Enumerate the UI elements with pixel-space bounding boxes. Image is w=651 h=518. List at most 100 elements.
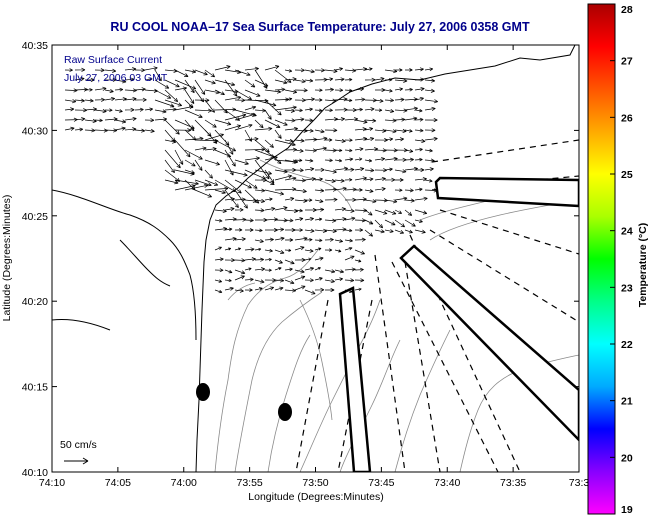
current-vector [84,88,93,92]
current-vector [304,257,312,261]
current-vector [344,138,353,142]
current-vector [334,158,343,163]
current-vector [334,227,347,232]
current-vector [334,269,345,274]
current-vector [94,109,107,114]
current-vector [134,68,146,73]
current-vector [414,108,423,113]
current-vector [274,278,285,283]
current-vector [274,174,293,181]
current-vector [244,147,266,152]
y-tick-label: 40:20 [22,296,48,308]
current-vector [224,269,233,274]
current-vector [364,118,377,123]
current-vector [294,189,307,194]
current-vector [414,87,425,92]
current-vector [64,107,75,112]
current-vector [284,126,298,131]
current-vector [394,188,403,192]
current-vector [124,127,137,132]
current-vector [284,159,297,164]
current-vector [184,69,197,74]
current-vector [374,209,388,215]
x-axis-label: Longitude (Degrees:Minutes) [248,491,383,503]
isobath-line [459,354,579,472]
y-tick-label: 40:30 [22,125,48,137]
isobath-line [234,291,323,472]
current-vector [114,87,124,92]
current-vector [254,239,264,244]
current-vector [214,268,224,273]
current-vector [334,217,347,222]
current-vector [214,289,223,294]
current-vector [244,277,254,282]
current-vector [414,157,423,162]
current-vector [204,146,217,152]
current-vector [294,285,306,291]
current-vector [154,99,175,108]
current-vector [314,108,323,113]
current-vector [264,109,272,120]
current-vector [324,158,333,163]
current-vector [314,287,325,292]
current-vector [324,87,334,92]
current-vector [384,78,393,82]
current-vector [344,289,353,293]
current-vector [404,229,413,234]
current-vector [394,87,403,91]
current-vector [324,197,338,202]
current-vector [304,198,313,202]
current-vector [274,267,282,271]
current-vector [304,177,316,182]
current-vector [334,207,346,212]
current-vector [234,288,244,293]
current-vector [404,87,413,92]
current-vector [384,177,396,182]
current-vector [304,248,314,253]
current-vector [304,118,313,123]
colorbar-tick-label: 19 [621,504,633,516]
x-tick-label: 74:10 [39,477,65,489]
current-vector [244,66,259,71]
marker-dot-east [278,403,292,421]
current-vector [274,249,285,254]
shipping-lane-line [431,139,579,163]
colorbar-tick-label: 20 [621,452,633,464]
bathymetry-contours [214,159,579,472]
current-vector [294,138,305,143]
current-vector [384,156,398,161]
current-vector [254,228,263,233]
current-vector [174,69,189,77]
current-vector [324,138,333,142]
current-vector [224,149,236,167]
current-vector [254,208,265,213]
current-vector [285,227,296,233]
current-vector [324,98,337,103]
current-vector [204,159,220,166]
current-vector [394,97,405,102]
current-vector [184,89,195,104]
current-vector [384,98,394,103]
current-vector [344,157,354,162]
current-vector [374,77,385,82]
current-vector [384,89,393,93]
map-title: RU COOL NOAA–17 Sea Surface Temperature:… [110,20,530,34]
current-vector [164,99,183,107]
coastline-bay [52,189,197,341]
current-vector [405,68,413,72]
current-vector [374,108,383,112]
current-vector [264,257,272,262]
current-vector [314,68,325,73]
current-vector [114,109,123,113]
current-vector [244,79,256,88]
current-vector [154,109,167,114]
current-vector [84,98,94,103]
current-vector [414,219,423,223]
current-vector [284,218,294,223]
current-vector [344,148,353,153]
current-vector [344,278,355,283]
current-vector [214,179,236,192]
current-vector [274,286,284,291]
restricted-areas [338,176,579,472]
